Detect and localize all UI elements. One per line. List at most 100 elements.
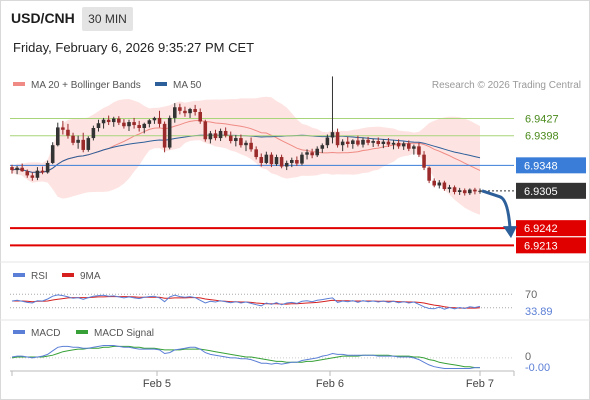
candle-body — [86, 138, 91, 150]
candle-body — [142, 123, 147, 128]
candle-body — [473, 189, 477, 192]
datetime-label: Friday, February 6, 2026 9:35:27 PM CET — [13, 40, 255, 55]
candle-body — [213, 133, 218, 139]
candle-body — [310, 152, 314, 156]
candle-body — [356, 140, 360, 145]
macd-value-label: -0.00 — [525, 362, 550, 374]
legend-ma20: MA 20 + Bollinger Bands — [13, 80, 141, 91]
candle-body — [71, 135, 75, 143]
candle-body — [56, 127, 60, 146]
candle-body — [345, 141, 350, 144]
candle-body — [25, 171, 30, 176]
candle-body — [391, 142, 396, 145]
candle-body — [422, 154, 426, 168]
macd-signal-swatch — [76, 330, 88, 335]
last-price-box — [516, 182, 586, 199]
candle-body — [218, 130, 223, 139]
macd-swatch — [13, 330, 25, 335]
current-price-label: 6.9348 — [524, 160, 558, 172]
candle-body — [162, 123, 167, 148]
legend-rsi-ma: 9MA — [62, 271, 101, 282]
candle-body — [117, 118, 121, 123]
candle-body — [76, 139, 80, 143]
candle-body — [228, 135, 233, 142]
legend-ma20-label: MA 20 + Bollinger Bands — [31, 80, 141, 91]
candle-body — [284, 162, 289, 167]
support-label: 6.9242 — [524, 223, 558, 235]
candle-body — [386, 141, 391, 145]
macd-tick-label: 0 — [525, 351, 531, 363]
candle-body — [96, 123, 101, 128]
candle-body — [208, 133, 213, 140]
candle-body — [198, 112, 202, 122]
candle-body — [269, 154, 274, 165]
candle-body — [127, 122, 131, 127]
copyright-label: Research © 2026 Trading Central — [431, 80, 581, 91]
candle-body — [300, 154, 304, 164]
candle-body — [157, 117, 162, 124]
timeframe-badge[interactable]: 30 MIN — [82, 7, 133, 31]
forecast-arrow — [481, 189, 512, 229]
candle-body — [320, 145, 325, 149]
candle-body — [468, 189, 472, 194]
rsi-swatch — [13, 273, 25, 278]
candle-body — [152, 117, 157, 121]
candle-body — [254, 149, 258, 158]
candle-body — [264, 154, 269, 163]
candle-body — [223, 130, 228, 136]
forecast-arrowhead — [503, 226, 517, 239]
rsi-line — [11, 294, 481, 310]
candle-body — [361, 139, 365, 145]
candle-body — [15, 167, 19, 171]
legend-rsi-ma-label: 9MA — [80, 271, 101, 282]
candle-body — [412, 146, 416, 149]
candle-body — [239, 138, 243, 146]
legend-macd-signal-label: MACD Signal — [94, 328, 155, 339]
rsi-tick-label: 70 — [525, 289, 537, 301]
resistance-label: 6.9398 — [525, 131, 559, 143]
rsi-value-label: 33.89 — [525, 306, 553, 318]
candle-body — [244, 142, 248, 146]
candle-body — [106, 119, 111, 123]
candle-body — [381, 141, 386, 144]
candle-body — [330, 132, 335, 138]
candle-body — [66, 129, 70, 136]
candle-body — [50, 145, 55, 163]
legend-rsi: RSI — [13, 271, 48, 282]
candle-body — [401, 143, 406, 147]
candle-body — [30, 175, 35, 178]
candle-body — [101, 119, 106, 124]
candle-body — [447, 187, 452, 190]
resistance-label: 6.9427 — [525, 114, 559, 126]
candle-body — [274, 157, 279, 165]
candle-body — [81, 139, 85, 150]
legend-macd-signal: MACD Signal — [76, 328, 154, 339]
candle-body — [325, 137, 330, 146]
candle-body — [396, 142, 401, 147]
macd-line — [11, 345, 480, 369]
support-label: 6.9213 — [524, 240, 558, 252]
candle-body — [173, 107, 177, 118]
candle-body — [452, 187, 457, 192]
candle-body — [315, 148, 319, 156]
x-tick-label: Feb 6 — [316, 378, 344, 390]
candle-body — [442, 182, 447, 190]
support-box — [516, 220, 586, 237]
candle-body — [376, 141, 381, 144]
candle-body — [167, 117, 172, 148]
candle-body — [183, 110, 187, 114]
candle-body — [122, 122, 126, 127]
legend-macd: MACD — [13, 328, 60, 339]
x-tick-label: Feb 7 — [466, 378, 494, 390]
candle-body — [371, 141, 375, 143]
candle-body — [61, 127, 65, 130]
legend-ma50: MA 50 — [155, 80, 201, 91]
rsi-ma-swatch — [62, 273, 74, 278]
candle-body — [91, 128, 96, 139]
symbol-title: USD/CNH — [11, 10, 75, 26]
candle-body — [203, 121, 208, 140]
legend-macd-label: MACD — [31, 328, 61, 339]
candle-body — [295, 160, 299, 164]
candle-body — [340, 141, 345, 146]
